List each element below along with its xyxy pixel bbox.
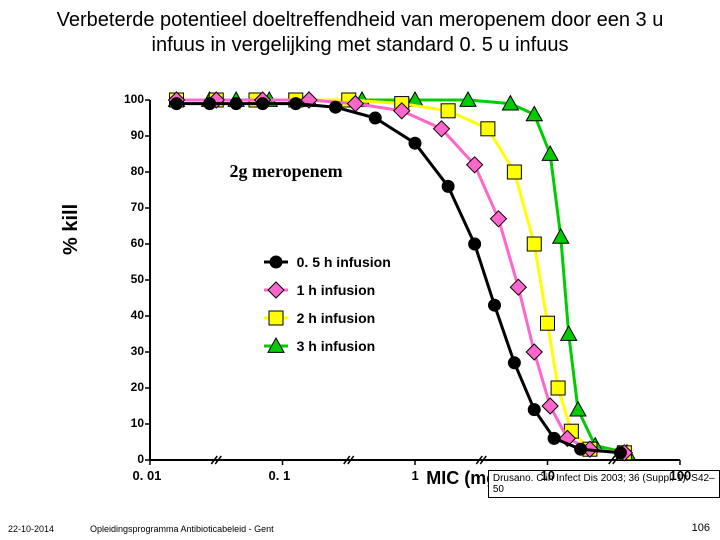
y-tick-label: 90	[116, 128, 144, 142]
y-tick-label: 40	[116, 308, 144, 322]
y-tick-label: 70	[116, 200, 144, 214]
chart	[105, 90, 685, 482]
x-tick-label: 0. 1	[269, 468, 291, 483]
y-tick-label: 80	[116, 164, 144, 178]
y-tick-label: 50	[116, 272, 144, 286]
legend-label: 0. 5 h infusion	[297, 254, 391, 270]
legend-item: 2 h infusion	[263, 304, 391, 332]
legend-label: 3 h infusion	[297, 338, 376, 354]
footer-source: Opleidingsprogramma Antibioticabeleid - …	[90, 524, 274, 534]
legend-item: 0. 5 h infusion	[263, 248, 391, 276]
y-tick-label: 10	[116, 416, 144, 430]
legend-item: 3 h infusion	[263, 332, 391, 360]
legend-label: 1 h infusion	[297, 282, 376, 298]
legend-item: 1 h infusion	[263, 276, 391, 304]
footer-date: 22-10-2014	[8, 524, 54, 534]
chart-annotation: 2g meropenem	[230, 161, 343, 182]
page-number: 106	[692, 522, 710, 534]
x-tick-label: 100	[670, 468, 692, 483]
y-tick-label: 20	[116, 380, 144, 394]
legend: 0. 5 h infusion 1 h infusion 2 h infusion 3…	[263, 248, 391, 360]
legend-marker-icon	[263, 252, 289, 272]
y-axis-label: % kill	[60, 204, 83, 255]
x-tick-label: 1	[412, 468, 419, 483]
slide-title: Verbeterde potentieel doeltreffendheid v…	[0, 8, 720, 58]
y-tick-label: 0	[116, 452, 144, 466]
y-tick-label: 30	[116, 344, 144, 358]
legend-marker-icon	[263, 308, 289, 328]
y-tick-label: 60	[116, 236, 144, 250]
legend-marker-icon	[263, 280, 289, 300]
y-tick-label: 100	[116, 92, 144, 106]
x-tick-label: 0. 01	[133, 468, 162, 483]
slide: Verbeterde potentieel doeltreffendheid v…	[0, 0, 720, 540]
x-tick-label: 10	[541, 468, 555, 483]
legend-label: 2 h infusion	[297, 310, 376, 326]
legend-marker-icon	[263, 336, 289, 356]
